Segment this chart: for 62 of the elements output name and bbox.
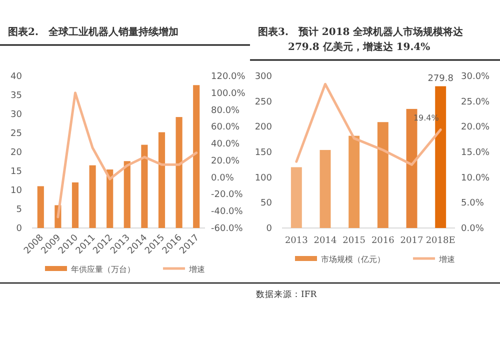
- line-series: [56, 92, 198, 218]
- bar: [320, 150, 331, 228]
- y2-tick-label: -60.0%: [211, 224, 244, 234]
- line-series: [295, 82, 442, 166]
- y-tick-label: 10: [10, 186, 22, 196]
- x-tick-label: 2014: [314, 236, 337, 246]
- x-tick-label: 2018E: [426, 236, 456, 246]
- bar: [290, 167, 302, 228]
- y2-tick-label: 20.0%: [461, 122, 490, 133]
- y-tick-label: 40: [10, 72, 22, 82]
- x-tick-label: 2015: [342, 236, 366, 246]
- y2-tick-label: 40.0%: [211, 140, 240, 150]
- y2-tick-label: 30.0%: [461, 72, 490, 82]
- y2-tick-label: 0.0%: [461, 224, 484, 234]
- y-tick-label: 300: [254, 72, 272, 82]
- y2-tick-label: 15.0%: [461, 148, 490, 158]
- bar: [72, 182, 79, 228]
- y2-tick-label: 100.0%: [211, 88, 246, 99]
- chart-title: 图表2. 全球工业机器人销量持续增加: [8, 26, 178, 38]
- y2-tick-label: -40.0%: [211, 207, 244, 218]
- source-note: 数据来源：IFR: [256, 289, 318, 300]
- bar: [89, 165, 96, 228]
- y-tick-label: 100: [254, 173, 272, 184]
- y-tick-label: 0: [16, 224, 22, 234]
- bar: [141, 144, 148, 228]
- y2-tick-label: 5.0%: [461, 198, 484, 209]
- y-tick-label: 30: [10, 110, 22, 120]
- chart-title: 图表3. 预计 2018 全球机器人市场规模将达 279.8 亿美元，增速达 19.4%: [258, 26, 464, 53]
- y2-tick-label: 60.0%: [211, 122, 240, 133]
- y-tick-label: 250: [254, 97, 272, 108]
- y2-tick-label: 20.0%: [211, 156, 240, 166]
- bar: [124, 161, 130, 228]
- data-label: 279.8: [428, 74, 454, 84]
- legend-label: 增速: [188, 265, 205, 274]
- x-tick-label: 2013: [284, 236, 308, 246]
- bar: [348, 136, 360, 228]
- y-tick-label: 25: [10, 129, 22, 139]
- bar: [106, 169, 114, 228]
- legend-label: 增速: [438, 255, 455, 264]
- x-tick-label: 2017: [400, 236, 424, 246]
- bar: [193, 85, 200, 228]
- bar: [158, 132, 166, 228]
- y2-tick-label: -20.0%: [211, 190, 244, 200]
- bar: [176, 117, 182, 228]
- y2-tick-label: 25.0%: [461, 97, 490, 108]
- y-tick-label: 20: [10, 148, 22, 158]
- y2-tick-label: 0.0%: [211, 173, 234, 184]
- legend-label: 年供应量（万台）: [71, 265, 135, 274]
- y2-tick-label: 80.0%: [211, 106, 240, 116]
- y-tick-label: 50: [260, 198, 272, 209]
- y2-tick-label: 120.0%: [211, 72, 246, 82]
- bar: [37, 186, 44, 228]
- y2-tick-label: 10.0%: [461, 173, 490, 184]
- bar: [377, 122, 388, 228]
- legend-label: 市场规模（亿元）: [321, 255, 385, 264]
- y-tick-label: 15: [10, 167, 22, 177]
- y-tick-label: 150: [254, 148, 272, 158]
- x-tick-label: 2016: [371, 236, 395, 246]
- y-tick-label: 5: [16, 205, 22, 215]
- y-tick-label: 35: [10, 91, 22, 101]
- y-tick-label: 0: [266, 224, 272, 234]
- y-tick-label: 200: [254, 122, 272, 133]
